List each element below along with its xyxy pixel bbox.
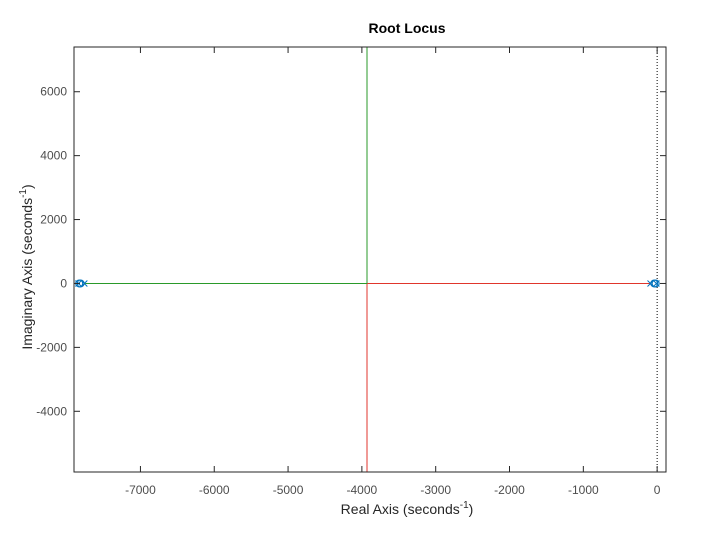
- x-tick-label: -3000: [420, 483, 451, 497]
- y-axis-label: Imaginary Axis (seconds-1): [18, 184, 35, 349]
- x-tick-label: -7000: [125, 483, 156, 497]
- y-tick-label: 2000: [40, 213, 67, 227]
- x-axis-label-main: Real Axis (seconds: [341, 501, 460, 517]
- x-tick-label: -5000: [273, 483, 304, 497]
- x-tick-label: -1000: [568, 483, 599, 497]
- y-tick-label: 4000: [40, 149, 67, 163]
- y-axis-label-tail: ): [19, 184, 35, 189]
- axes-frame: [73, 46, 667, 473]
- y-axis-label-sup: -1: [18, 189, 29, 198]
- x-axis-label-tail: ): [469, 501, 474, 517]
- pole-stroke-b: [653, 280, 660, 287]
- x-tick-label: -6000: [199, 483, 230, 497]
- x-axis-label-sup: -1: [460, 500, 469, 511]
- x-tick-label: 0: [654, 483, 661, 497]
- x-tick-label: -2000: [494, 483, 525, 497]
- y-tick-label: -2000: [36, 340, 67, 354]
- pole-marker-0: [80, 280, 88, 287]
- pole-stroke-b: [80, 280, 88, 287]
- pole-marker-3: [653, 280, 660, 287]
- tick-labels: -7000 -6000 -5000 -4000 -3000 -2000 -1000 0 -400…: [36, 85, 661, 497]
- y-tick-label: 0: [60, 276, 67, 290]
- y-axis-label-main: Imaginary Axis (seconds: [19, 198, 35, 350]
- axes-box: [73, 46, 667, 473]
- pole-marker-2: [647, 280, 654, 287]
- x-axis-label: Real Axis (seconds-1): [341, 500, 474, 517]
- pole-stroke-b: [647, 280, 654, 287]
- y-tick-label: -4000: [36, 404, 67, 418]
- chart-title: Root Locus: [369, 20, 446, 36]
- x-tick-label: -4000: [347, 483, 378, 497]
- zero-marker-3: [651, 279, 660, 288]
- y-tick-label: 6000: [40, 85, 67, 99]
- plot-area: [75, 47, 660, 472]
